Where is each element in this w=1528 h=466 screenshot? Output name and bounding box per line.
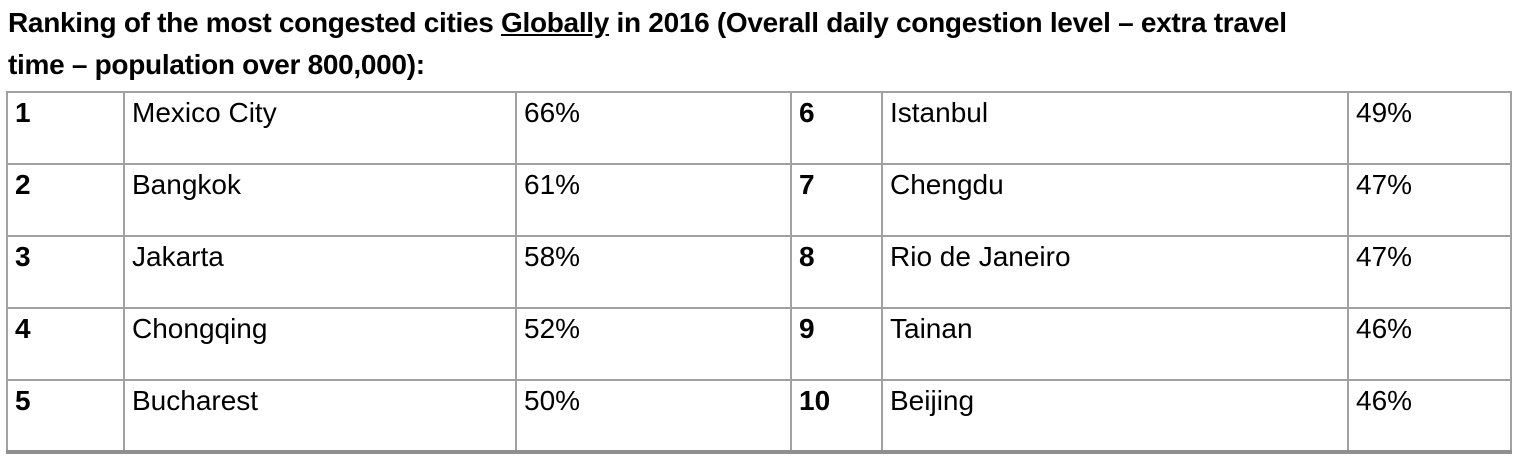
table-row: 3 Jakarta 58% 8 Rio de Janeiro 47% (6, 235, 1512, 309)
value-cell: 66% (515, 91, 792, 165)
rank-cell: 10 (790, 379, 883, 454)
title-text-line2: time – population over 800,000): (8, 49, 425, 80)
city-cell: Istanbul (881, 91, 1349, 165)
table-row: 1 Mexico City 66% 6 Istanbul 49% (6, 91, 1512, 165)
title-text-post: in 2016 (Overall daily congestion level … (609, 7, 1287, 38)
table-row: 4 Chongqing 52% 9 Tainan 46% (6, 307, 1512, 381)
city-cell: Chengdu (881, 163, 1349, 237)
title-underlined-word: Globally (500, 7, 610, 38)
rank-cell: 7 (790, 163, 883, 237)
value-cell: 61% (515, 163, 792, 237)
rank-cell: 6 (790, 91, 883, 165)
city-cell: Rio de Janeiro (881, 235, 1349, 309)
city-cell: Chongqing (123, 307, 517, 381)
city-cell: Tainan (881, 307, 1349, 381)
city-cell: Bucharest (123, 379, 517, 454)
rank-cell: 5 (6, 379, 125, 454)
rank-cell: 4 (6, 307, 125, 381)
document-title: Ranking of the most congested cities Glo… (8, 2, 1528, 86)
city-cell: Mexico City (123, 91, 517, 165)
value-cell: 50% (515, 379, 792, 454)
value-cell: 49% (1347, 91, 1512, 165)
value-cell: 46% (1347, 379, 1512, 454)
value-cell: 58% (515, 235, 792, 309)
title-text-pre: Ranking of the most congested cities (8, 7, 501, 38)
rank-cell: 3 (6, 235, 125, 309)
congestion-ranking-table: 1 Mexico City 66% 6 Istanbul 49% 2 Bangk… (6, 91, 1512, 454)
table-row: 5 Bucharest 50% 10 Beijing 46% (6, 379, 1512, 454)
table-row: 2 Bangkok 61% 7 Chengdu 47% (6, 163, 1512, 237)
city-cell: Beijing (881, 379, 1349, 454)
rank-cell: 9 (790, 307, 883, 381)
rank-cell: 8 (790, 235, 883, 309)
rank-cell: 1 (6, 91, 125, 165)
value-cell: 52% (515, 307, 792, 381)
value-cell: 47% (1347, 235, 1512, 309)
table-body: 1 Mexico City 66% 6 Istanbul 49% 2 Bangk… (6, 91, 1512, 454)
city-cell: Jakarta (123, 235, 517, 309)
rank-cell: 2 (6, 163, 125, 237)
value-cell: 46% (1347, 307, 1512, 381)
value-cell: 47% (1347, 163, 1512, 237)
city-cell: Bangkok (123, 163, 517, 237)
